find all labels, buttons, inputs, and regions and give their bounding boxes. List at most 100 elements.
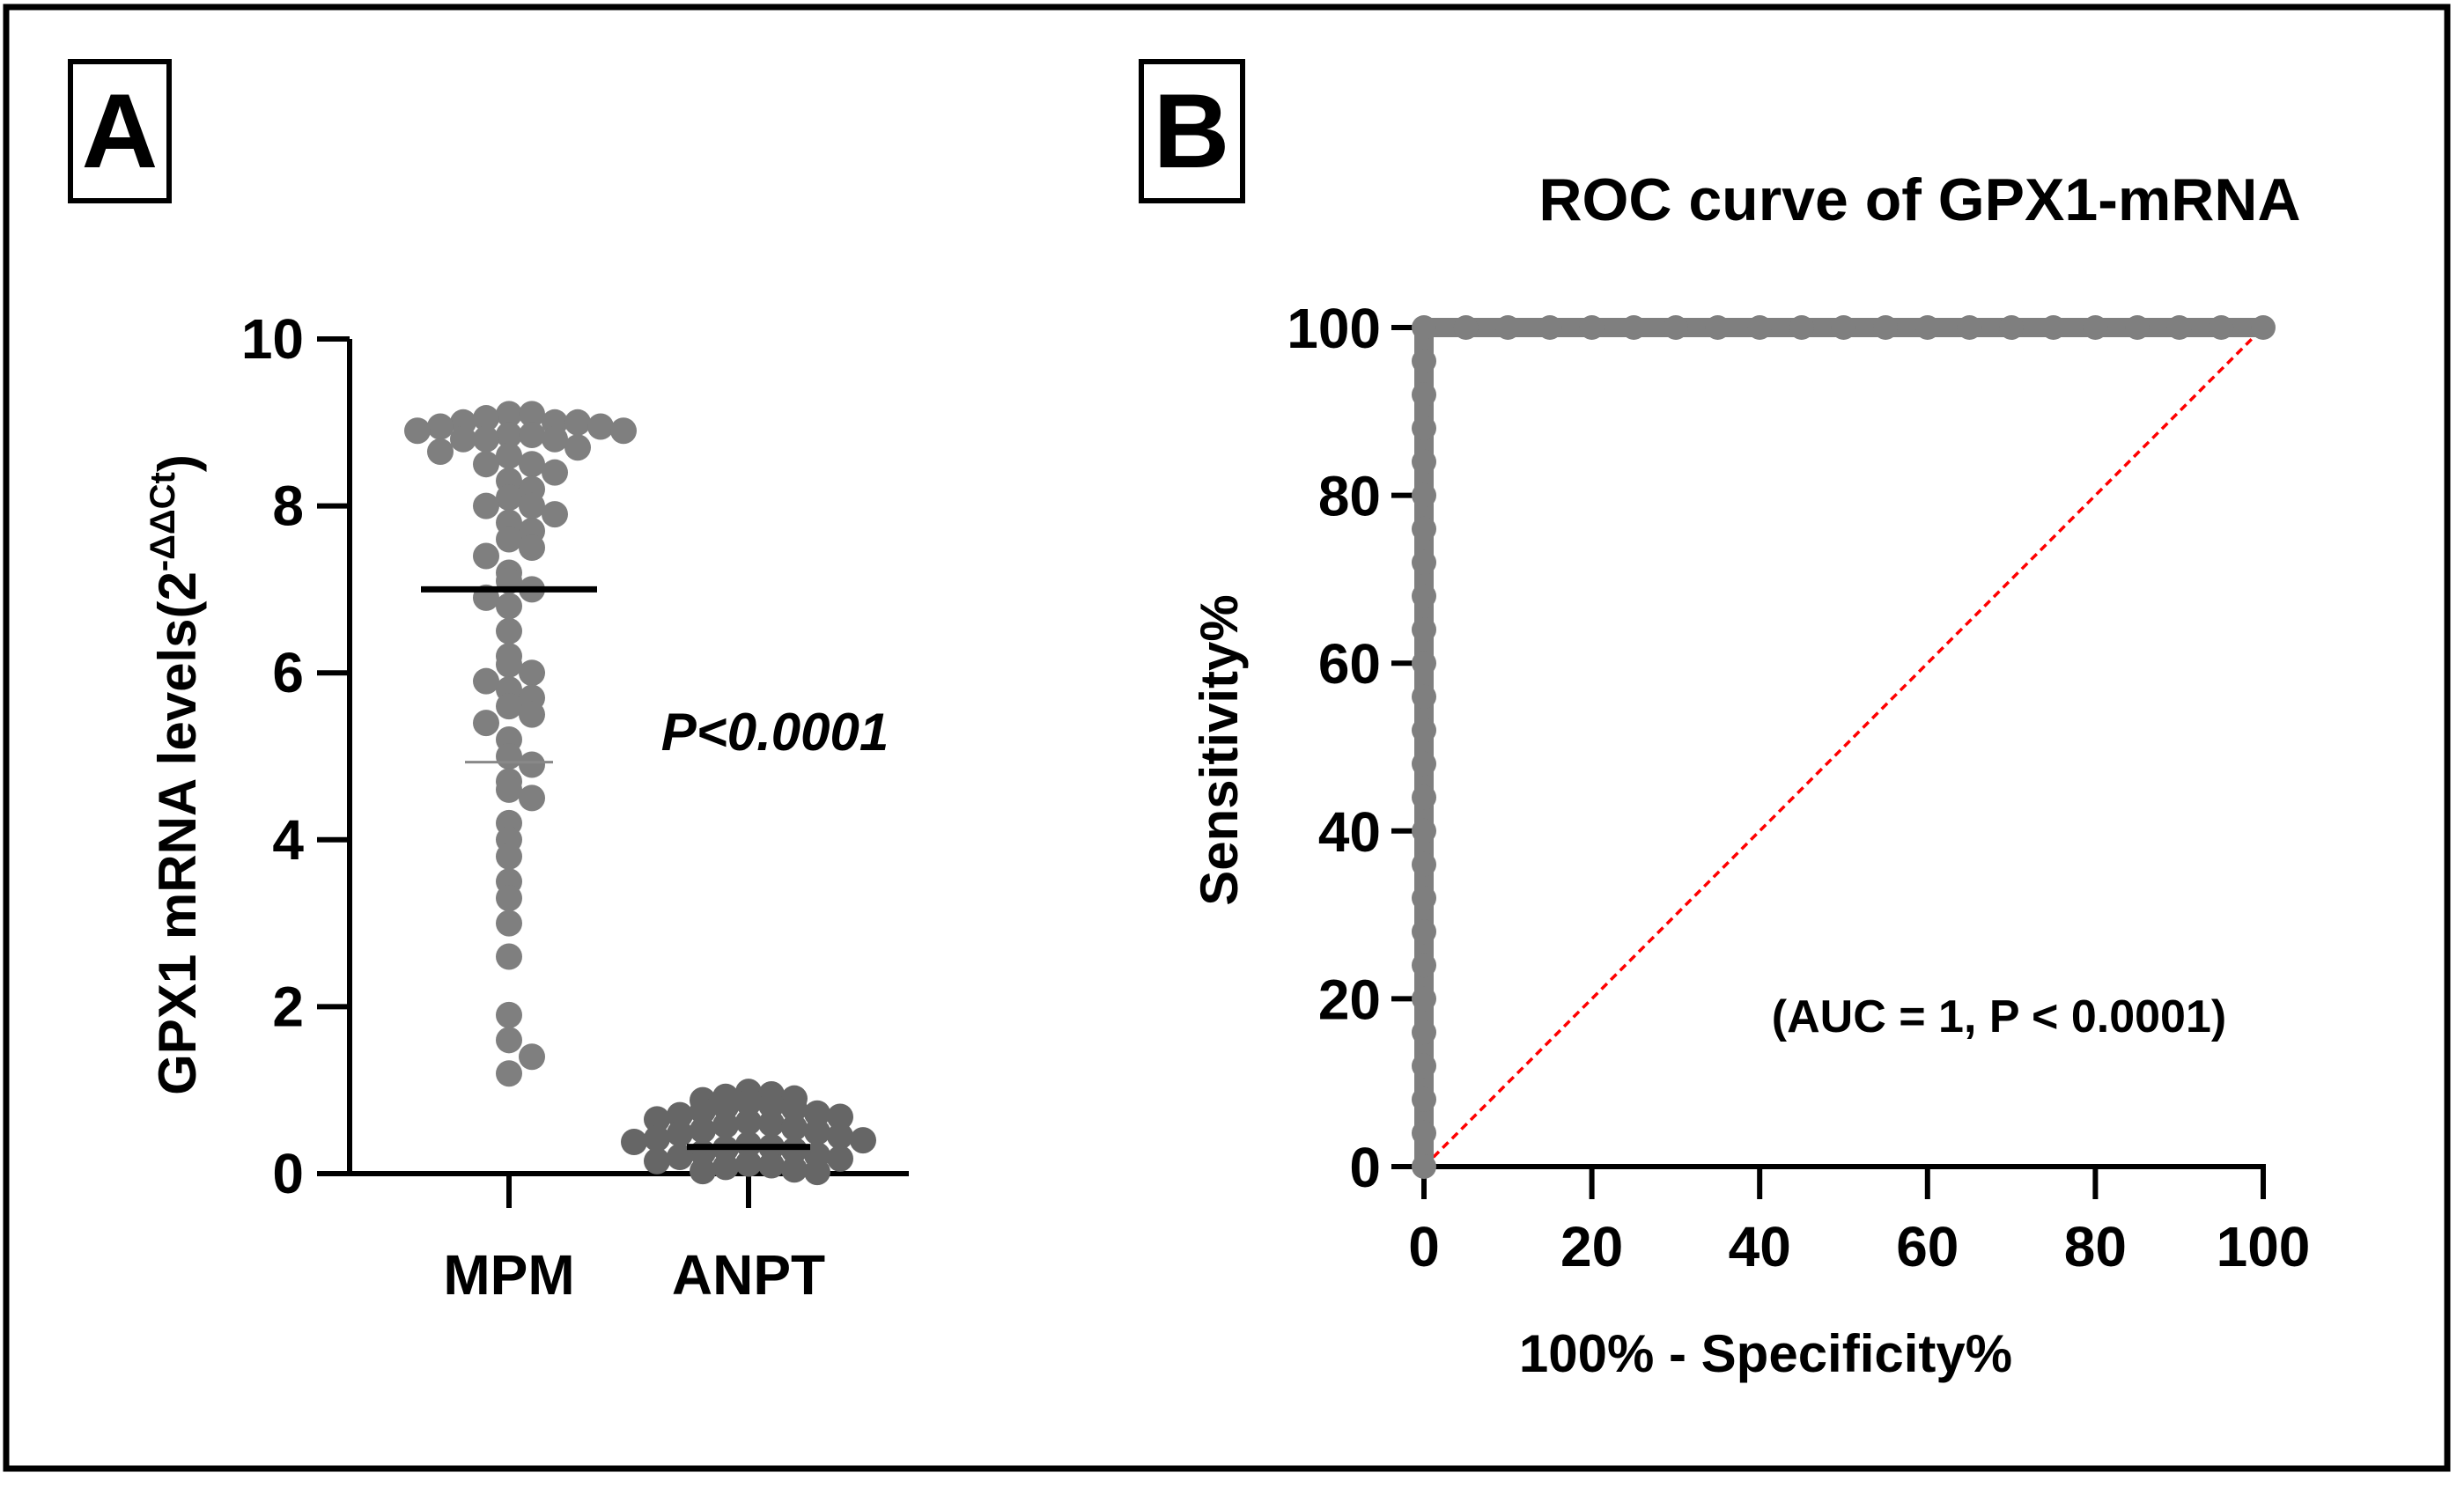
panel-b-roc-point	[1412, 449, 1436, 475]
panel-b: B ROC curve of GPX1-mRNA 0 20 40 60 80 100 0 2…	[1139, 59, 2310, 1383]
panel-a-x-tick-label: ANPT	[672, 1243, 825, 1307]
panel-b-roc-point	[1957, 315, 1982, 340]
panel-b-letter: B	[1154, 72, 1230, 190]
panel-a-point-anpt	[690, 1158, 716, 1185]
panel-b-roc-point	[1412, 1154, 1436, 1179]
panel-a-point-mpm	[496, 1027, 522, 1054]
panel-a-point-mpm	[519, 701, 545, 728]
panel-b-x-tick-label: 100	[2217, 1215, 2311, 1278]
panel-b-roc-point	[1412, 684, 1436, 710]
panel-b-y-tick-label: 0	[1349, 1136, 1381, 1199]
panel-b-roc-point	[1412, 886, 1436, 911]
panel-b-roc-point	[1412, 482, 1436, 508]
panel-b-annotation: (AUC = 1, P < 0.0001)	[1772, 991, 2226, 1042]
panel-a-points	[404, 401, 876, 1186]
panel-b-roc-point	[1621, 315, 1647, 340]
panel-a-point-mpm	[496, 484, 522, 512]
panel-a-point-anpt	[758, 1092, 785, 1119]
panel-b-roc-point	[1914, 315, 1940, 340]
panel-a-point-mpm	[519, 751, 545, 778]
panel-b-roc-point	[1412, 718, 1436, 743]
panel-a-point-mpm	[542, 459, 568, 486]
panel-b-roc-point	[2209, 315, 2234, 340]
panel-b-roc-point	[1412, 1020, 1436, 1045]
panel-a-y-label-prefix: GPX1 mRNA levels(2	[148, 571, 207, 1095]
panel-b-roc-point	[1412, 651, 1436, 676]
panel-a-point-mpm	[450, 425, 476, 453]
panel-b-roc-point	[1663, 315, 1688, 340]
panel-a-point-mpm	[519, 451, 545, 478]
panel-a-point-anpt	[667, 1144, 693, 1171]
panel-a-point-anpt	[781, 1156, 808, 1183]
panel-b-y-tick-label: 100	[1287, 297, 1381, 360]
panel-b-roc-point	[1412, 617, 1436, 643]
panel-b-y-label: Sensitivity%	[1190, 594, 1249, 905]
panel-b-roc-point	[1412, 1120, 1436, 1145]
panel-b-roc-point	[1705, 315, 1730, 340]
panel-a-point-anpt	[644, 1125, 670, 1153]
panel-b-roc-point	[1495, 315, 1521, 340]
panel-a-point-mpm	[610, 417, 637, 445]
panel-a-point-anpt	[644, 1106, 670, 1133]
panel-a-y-label-suffix: )	[148, 454, 207, 472]
panel-a-point-anpt	[712, 1153, 739, 1181]
panel-b-roc-point	[1453, 315, 1479, 340]
panel-b-roc-point	[2083, 315, 2108, 340]
panel-a-point-anpt	[827, 1103, 853, 1130]
panel-a-point-mpm	[473, 451, 499, 478]
panel-a-x-ticks: MPM ANPT	[443, 1174, 825, 1307]
panel-a-x-tick-label: MPM	[443, 1243, 574, 1307]
panel-a-point-mpm	[519, 401, 545, 428]
panel-a-point-anpt	[690, 1116, 716, 1144]
panel-b-y-tick-label: 20	[1318, 968, 1381, 1031]
panel-a-point-mpm	[564, 434, 591, 461]
panel-b-roc-point	[1412, 549, 1436, 575]
panel-a-point-mpm	[473, 667, 499, 695]
panel-b-roc-line	[1414, 318, 2273, 1176]
panel-b-x-ticks: 0 20 40 60 80 100	[1408, 1167, 2310, 1278]
panel-b-roc-point	[1412, 751, 1436, 777]
panel-a-point-mpm	[496, 693, 522, 720]
panel-a-y-tick-label: 4	[272, 808, 304, 872]
panel-a-y-label: GPX1 mRNA levels(2-ΔΔCt)	[144, 454, 207, 1095]
panel-a-point-mpm	[496, 617, 522, 644]
panel-a-point-mpm	[496, 943, 522, 970]
panel-b-y-tick-label: 80	[1318, 465, 1381, 528]
panel-a-point-mpm	[496, 422, 522, 449]
panel-a-point-anpt	[667, 1120, 693, 1147]
panel-a-point-anpt	[850, 1127, 876, 1154]
panel-b-roc-point	[1412, 382, 1436, 408]
panel-a-point-anpt	[735, 1089, 762, 1116]
panel-a-point-mpm	[496, 776, 522, 803]
panel-a-point-anpt	[781, 1114, 808, 1141]
panel-a-point-anpt	[667, 1101, 693, 1129]
panel-a-point-anpt	[621, 1128, 647, 1155]
panel-a-point-mpm	[496, 401, 522, 428]
panel-a-point-mpm	[496, 885, 522, 912]
panel-a-point-mpm	[496, 526, 522, 553]
panel-a-point-mpm	[473, 542, 499, 570]
panel-b-x-tick-label: 40	[1729, 1215, 1791, 1278]
panel-b-roc-point	[1412, 953, 1436, 978]
panel-b-y-tick-label: 60	[1318, 632, 1381, 696]
panel-a-point-mpm	[496, 843, 522, 870]
panel-a-point-mpm	[587, 413, 614, 440]
panel-a-point-mpm	[519, 422, 545, 449]
panel-a-point-mpm	[496, 743, 522, 770]
panel-b-x-tick-label: 0	[1408, 1215, 1440, 1278]
panel-a-point-anpt	[827, 1145, 853, 1172]
panel-b-roc-point	[1579, 315, 1605, 340]
panel-a-point-mpm	[496, 1060, 522, 1087]
panel-a-means	[421, 585, 810, 1151]
panel-b-x-tick-label: 60	[1896, 1215, 1959, 1278]
panel-a-point-mpm	[542, 425, 568, 453]
panel-a-point-anpt	[712, 1112, 739, 1139]
panel-b-roc-point	[1412, 1053, 1436, 1079]
panel-a-point-anpt	[644, 1147, 670, 1175]
panel-a-point-anpt	[735, 1150, 762, 1177]
panel-a-point-anpt	[758, 1152, 785, 1179]
panel-a: A 0 2 4 6 8 10 MPM ANPT GPX1 mRNA levels(2-ΔΔC…	[68, 59, 909, 1307]
panel-a-point-mpm	[519, 784, 545, 812]
panel-a-point-anpt	[758, 1110, 785, 1138]
